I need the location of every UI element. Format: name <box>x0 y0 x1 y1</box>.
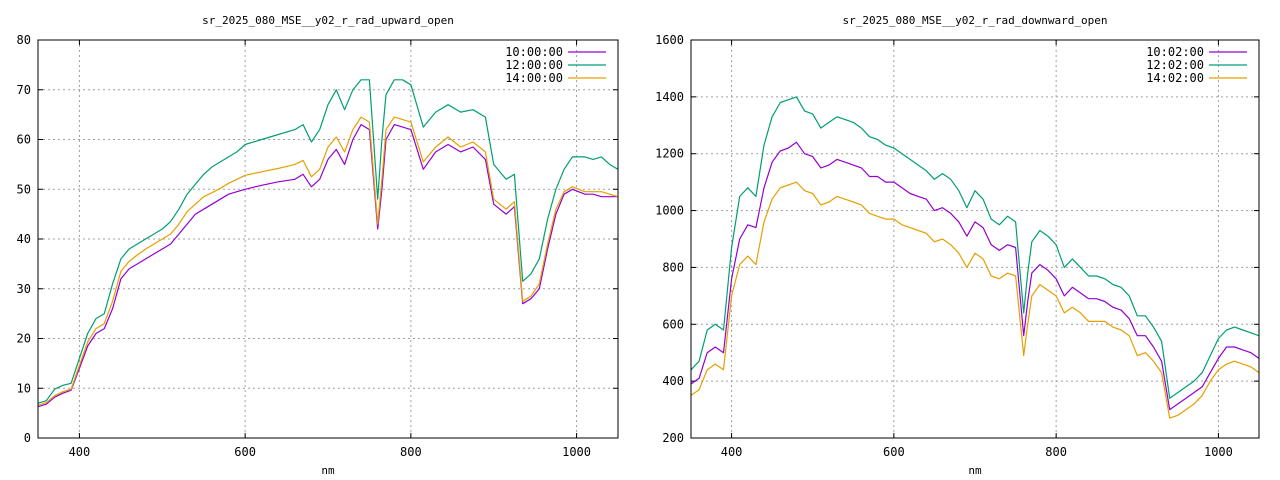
x-tick-label: 1000 <box>1204 445 1233 459</box>
y-tick-label: 20 <box>17 332 31 346</box>
y-tick-label: 800 <box>662 260 684 274</box>
series-line-0 <box>691 141 1259 411</box>
chart-title: sr_2025_080_MSE__y02_r_rad_upward_open <box>202 14 454 27</box>
y-tick-label: 1600 <box>655 33 684 47</box>
x-tick-label: 600 <box>883 445 905 459</box>
plot-frame <box>690 39 1260 439</box>
y-tick-label: 400 <box>662 374 684 388</box>
x-axis-label: nm <box>321 464 335 477</box>
legend-label: 14:00:00 <box>505 71 563 85</box>
series-line-2 <box>691 181 1259 419</box>
y-tick-label: 70 <box>17 83 31 97</box>
legend-label: 14:02:00 <box>1146 71 1204 85</box>
y-tick-label: 1400 <box>655 90 684 104</box>
series-line-2 <box>38 116 618 406</box>
y-tick-label: 30 <box>17 282 31 296</box>
y-tick-label: 0 <box>24 431 31 445</box>
y-tick-label: 50 <box>17 182 31 196</box>
x-tick-label: 400 <box>721 445 743 459</box>
y-tick-label: 200 <box>662 431 684 445</box>
legend-label: 10:02:00 <box>1146 45 1204 59</box>
series-line-1 <box>691 96 1259 399</box>
x-tick-label: 400 <box>69 445 91 459</box>
chart-title: sr_2025_080_MSE__y02_r_rad_downward_open <box>843 14 1108 27</box>
series-line-0 <box>38 124 618 408</box>
y-tick-label: 600 <box>662 317 684 331</box>
legend-label: 10:00:00 <box>505 45 563 59</box>
x-tick-label: 600 <box>234 445 256 459</box>
x-tick-label: 800 <box>1045 445 1067 459</box>
legend-label: 12:00:00 <box>505 58 563 72</box>
x-tick-label: 1000 <box>562 445 591 459</box>
y-tick-label: 40 <box>17 232 31 246</box>
series-line-1 <box>38 79 618 404</box>
legend-label: 12:02:00 <box>1146 58 1204 72</box>
y-tick-label: 60 <box>17 133 31 147</box>
x-axis-label: nm <box>968 464 982 477</box>
plot-frame <box>37 39 619 439</box>
downward-radiance-chart: sr_2025_080_MSE__y02_r_rad_downward_open… <box>655 14 1260 477</box>
x-tick-label: 800 <box>400 445 422 459</box>
upward-radiance-chart: sr_2025_080_MSE__y02_r_rad_upward_open 0 1… <box>17 14 619 477</box>
y-tick-label: 80 <box>17 33 31 47</box>
y-tick-label: 10 <box>17 381 31 395</box>
y-tick-label: 1000 <box>655 204 684 218</box>
y-tick-label: 1200 <box>655 147 684 161</box>
